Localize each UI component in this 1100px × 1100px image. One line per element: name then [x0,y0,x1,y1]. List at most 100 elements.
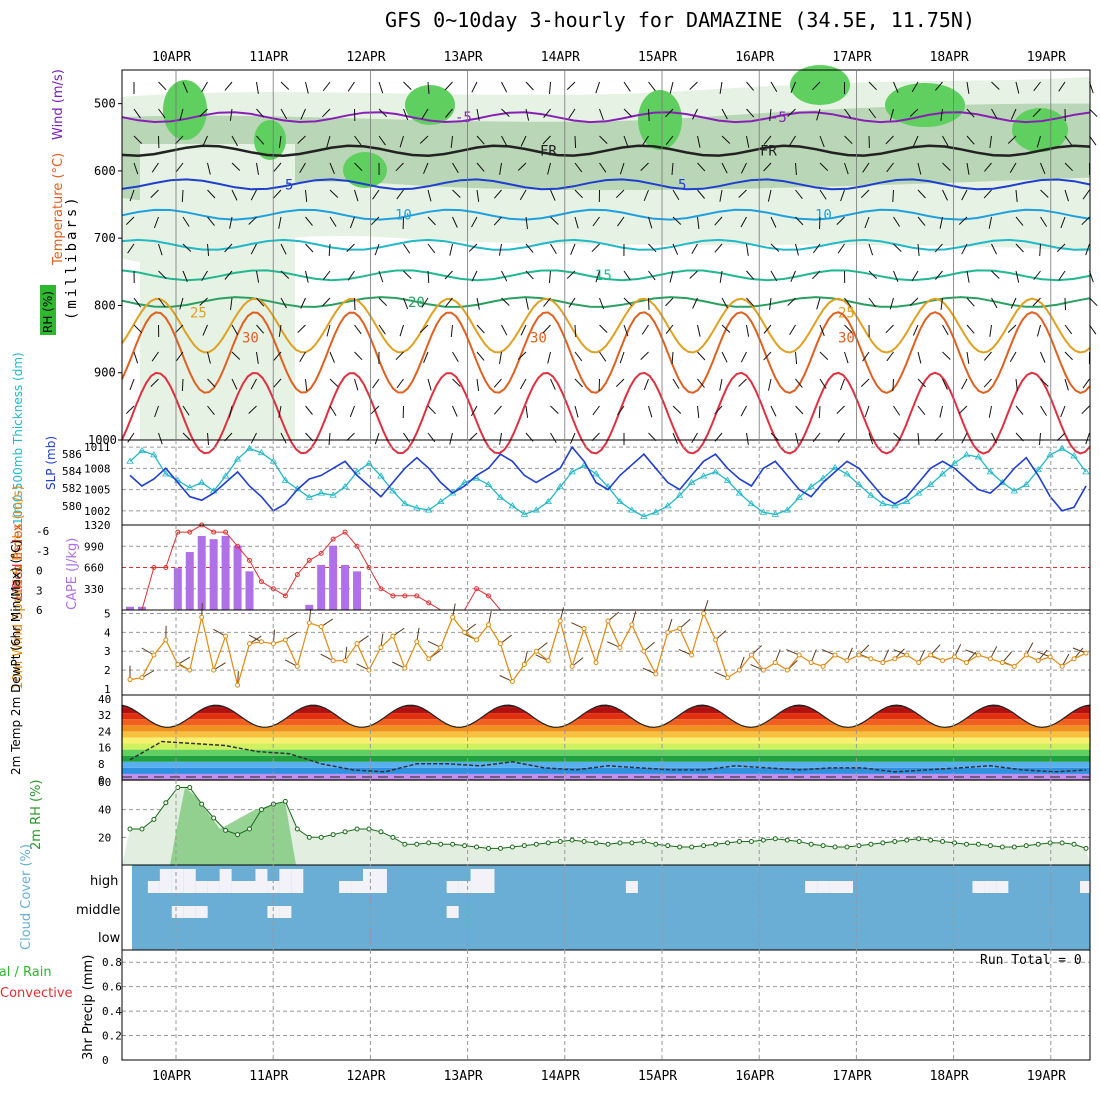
cloud-high-bar [482,869,495,893]
rh-point [629,840,635,846]
wind-barb [452,162,459,174]
wind-barb [305,243,314,253]
wind-barb [885,324,894,334]
cloud-mid-bar [183,906,196,918]
wind-barb [1056,243,1066,252]
wind-barb [640,351,649,360]
wind-barb [517,162,527,171]
wind-speed-point [235,682,241,688]
rh-blob [885,83,965,127]
wind-speed-point [175,661,181,667]
cloud-high-bar [374,869,387,893]
wind-barb [305,270,309,283]
wind-speed-point [533,648,539,654]
wind-barb [917,351,922,364]
wind-speed-point [975,652,981,658]
cape-bar [173,568,182,610]
wind-barb [468,432,478,441]
wind-barb [1009,351,1017,363]
wind-barb [1089,297,1098,307]
wind-barb [419,135,429,144]
wind-barb [721,162,728,174]
wind-barb [886,351,894,362]
wind-speed-point [1011,663,1017,669]
rh-point [199,801,205,807]
date-label-bottom: 16APR [735,1069,774,1084]
rh-point [987,843,993,849]
wind-barb [1036,135,1041,148]
wind-speed-point [605,618,611,624]
wind-barb [133,108,141,119]
wind-barb [1039,243,1041,257]
rh-point [211,815,217,821]
wind-barb [471,216,478,228]
temp-tick: 16 [98,742,111,755]
thickness-point [1010,487,1019,494]
wind-barb [224,81,233,91]
wind-barb [770,270,778,282]
cape-bar [209,539,218,610]
rh2m-label: 2m RH (%) [29,779,44,850]
wind-barb [278,324,282,337]
wind-barb [256,324,265,334]
rh-point [904,837,910,843]
wind-barb [1064,135,1073,146]
wind-barb [305,189,308,202]
wind-barb [499,432,502,445]
wind-speed-point [486,622,491,628]
wind-barb [493,216,502,226]
isotherm-label: 30 [838,331,855,347]
wind-barb [697,324,701,337]
date-label-top: 16APR [735,50,774,65]
wind-barb [909,297,919,306]
wind-barb [175,324,184,334]
thickness-point [257,448,266,456]
wind-barb [501,324,508,336]
wind-barb [1032,108,1041,118]
isotherm-label: FR [760,144,777,160]
cape-bar [197,535,206,610]
cloud-level-label: high [90,874,118,889]
wind-barb [769,108,772,121]
wind-barb [966,162,970,175]
rh-point [964,841,969,847]
wind-barb [1089,108,1098,118]
thickness-point [1058,444,1066,451]
10m-wind-panel: 5 4 3 2 1 [104,600,1091,696]
wind-barb [763,135,772,145]
li-tick: 0 [36,565,43,578]
li-point [402,593,408,599]
wind-barb [868,81,877,91]
wind-barb [568,108,576,119]
cloud-high-bar [255,869,268,893]
wind-barb [125,216,135,225]
temp-band [122,761,1090,768]
wind-barb [991,81,1000,90]
wind-barb [349,216,355,229]
wind-barb [885,135,894,145]
wind-barb [372,189,380,200]
thickness-point [401,499,409,507]
wind-barb [179,108,184,121]
wind-barb [278,216,282,229]
wind-barb [476,351,485,361]
isotherm-wave [121,297,1091,354]
wind-barb [770,81,778,93]
wind-barb [886,162,894,173]
wind-barb [738,378,747,387]
rh-peak-area [170,787,296,865]
wind-barb [525,81,534,91]
cloud-level-label: middle [76,903,120,918]
cloud-level-label: low [98,931,121,946]
wind-barb [697,162,706,172]
date-label-bottom: 13APR [444,1069,483,1084]
wind-speed-point [904,652,910,658]
wind-barb [812,270,821,280]
wind-barb [542,324,551,334]
wind-barb [329,162,335,174]
wind-barb [305,405,313,415]
wind-barb [329,378,339,387]
wind-barb [256,297,265,307]
wind-barb [231,135,239,147]
rh-point [1011,844,1017,850]
